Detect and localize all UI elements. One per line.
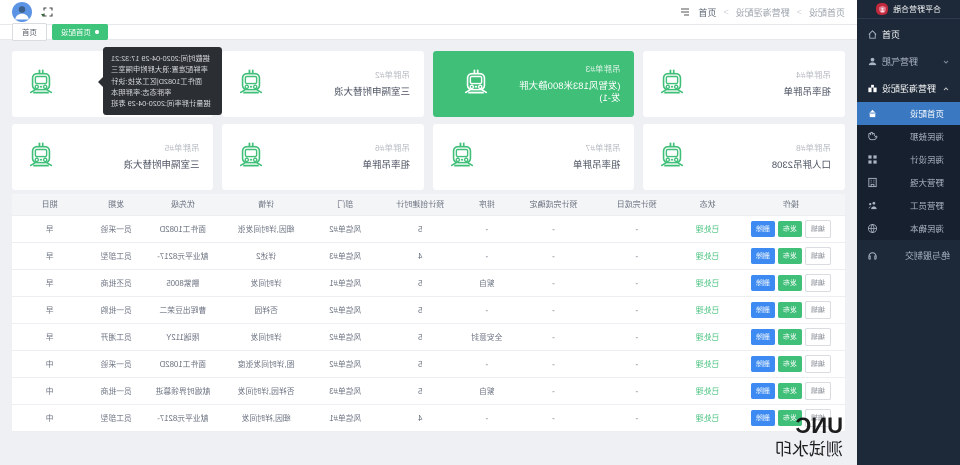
svg-text:测试水印: 测试水印 bbox=[775, 440, 843, 459]
svg-text:UNC: UNC bbox=[795, 413, 843, 438]
